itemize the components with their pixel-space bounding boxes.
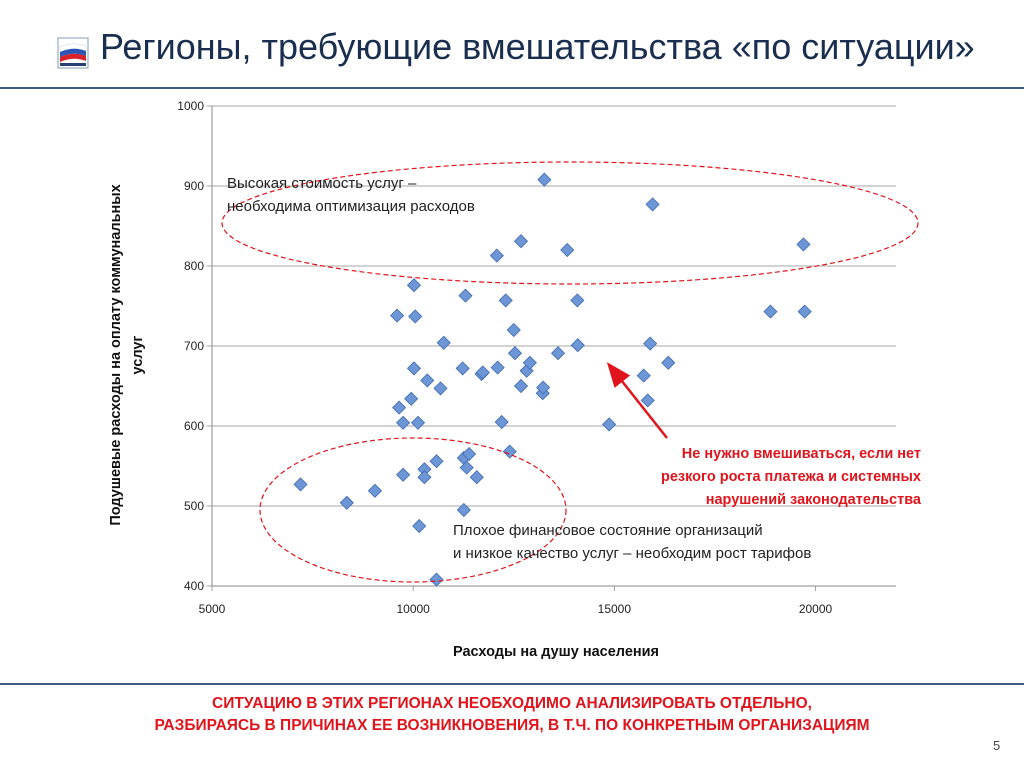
poor-finance-label-line1: Плохое финансовое состояние организаций [453, 522, 763, 539]
page-number: 5 [993, 738, 1001, 753]
data-point [390, 308, 405, 323]
data-point [796, 237, 811, 252]
data-point [367, 483, 383, 498]
data-point [489, 248, 504, 263]
data-point [404, 391, 419, 406]
poor-finance-label-line2: и низкое качество услуг – необходим рост… [453, 545, 811, 562]
data-point [406, 278, 422, 293]
annotation-arrow [606, 362, 668, 439]
x-tick-label: 15000 [598, 602, 632, 616]
chart-points [293, 172, 812, 587]
high-cost-label-line2: необходима оптимизация расходов [227, 198, 475, 215]
data-point [455, 361, 470, 376]
footer-line-1: СИТУАЦИЮ В ЭТИХ РЕГИОНАХ НЕОБХОДИМО АНАЛ… [212, 695, 812, 712]
data-point [436, 335, 451, 350]
data-point [462, 446, 477, 462]
y-axis-label-line1: Подушевые расходы на оплату коммунальных [108, 184, 124, 525]
data-point [661, 355, 676, 370]
data-point [490, 360, 505, 375]
y-tick-label: 1000 [177, 99, 204, 113]
slide-title: Регионы, требующие вмешательства «по сит… [100, 26, 975, 67]
data-point [494, 414, 509, 430]
data-point [339, 495, 354, 510]
poor-finance-ellipse [259, 437, 567, 583]
data-point [643, 336, 658, 351]
footer-divider [0, 683, 1024, 685]
data-point [602, 417, 617, 432]
data-point [456, 502, 471, 518]
data-point [507, 346, 523, 361]
chart-gridlines [212, 105, 896, 507]
data-point [417, 470, 432, 485]
data-point [560, 242, 575, 258]
high-cost-label-line1: Высокая стоимость услуг – [227, 175, 417, 192]
no-intervention-label-line3: нарушений законодательства [706, 492, 922, 508]
data-point [550, 346, 566, 361]
chart-axes [207, 105, 896, 591]
data-point [412, 518, 427, 534]
data-point [502, 444, 517, 459]
data-point [537, 172, 552, 187]
y-tick-label: 800 [184, 259, 204, 273]
data-point [433, 381, 448, 396]
data-point [459, 460, 474, 475]
data-point [420, 373, 435, 388]
data-point [513, 378, 529, 394]
data-point [570, 293, 585, 308]
data-point [458, 288, 473, 303]
data-point [513, 234, 529, 249]
data-point [392, 400, 407, 415]
y-tick-label: 900 [184, 179, 204, 193]
data-point [636, 368, 651, 383]
data-point [536, 380, 551, 395]
x-tick-label: 10000 [396, 602, 430, 616]
no-intervention-label-line2: резкого роста платежа и системных [661, 469, 921, 485]
data-point [640, 393, 655, 408]
y-tick-label: 600 [184, 419, 204, 433]
data-point [797, 304, 812, 319]
data-point [475, 365, 490, 380]
data-point [522, 355, 537, 370]
scatter-chart: 400 500 600 700 800 900 1000 5000 10000 15000 2000… [108, 99, 922, 660]
high-cost-ellipse [221, 161, 919, 285]
footer-line-2: РАЗБИРАЯСЬ В ПРИЧИНАХ ЕЕ ВОЗНИКНОВЕНИЯ, … [154, 717, 870, 734]
data-point [498, 293, 513, 308]
data-point [406, 361, 422, 376]
data-point [429, 454, 444, 469]
title-divider [0, 87, 1024, 89]
data-point [645, 197, 660, 212]
data-point [469, 470, 484, 485]
data-point [429, 572, 444, 587]
x-axis-label: Расходы на душу населения [453, 644, 659, 660]
data-point [408, 309, 423, 324]
x-tick-label: 20000 [799, 602, 833, 616]
no-intervention-label-line1: Не нужно вмешиваться, если нет [682, 446, 921, 462]
data-point [396, 467, 411, 482]
y-axis-label-line2: услуг [130, 336, 146, 375]
x-tick-label: 5000 [199, 602, 226, 616]
y-tick-label: 500 [184, 499, 204, 513]
data-point [396, 415, 411, 430]
russian-flag-logo-icon [57, 37, 89, 69]
footer-conclusion: СИТУАЦИЮ В ЭТИХ РЕГИОНАХ НЕОБХОДИМО АНАЛ… [0, 693, 1024, 737]
data-point [293, 477, 308, 492]
data-point [763, 304, 778, 319]
y-tick-label: 400 [184, 579, 204, 593]
y-tick-label: 700 [184, 339, 204, 353]
data-point [410, 415, 426, 430]
data-point [506, 322, 521, 338]
chart-tick-labels: 400 500 600 700 800 900 1000 5000 10000 15000 2000… [177, 99, 832, 616]
data-point [570, 338, 585, 353]
